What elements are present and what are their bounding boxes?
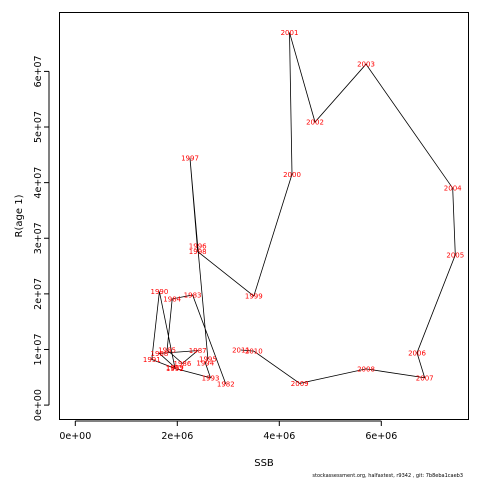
point-label-2006: 2006 <box>408 349 426 357</box>
point-label-1990: 1990 <box>150 288 168 296</box>
point-label-1996: 1996 <box>189 243 207 251</box>
y-axis: 0e+00 1e+07 2e+07 3e+07 4e+07 5e+07 6e+07 <box>33 55 50 421</box>
point-label-1987: 1987 <box>189 347 207 355</box>
y-axis-title: R(age 1) <box>14 194 25 237</box>
point-label-1995: 1995 <box>199 355 217 363</box>
point-label-2002: 2002 <box>306 119 324 127</box>
x-axis: 0e+00 2e+06 4e+06 6e+06 <box>59 420 397 442</box>
point-label-1993: 1993 <box>202 374 220 382</box>
point-label-2009: 2009 <box>291 380 309 388</box>
point-label-1983: 1983 <box>184 292 202 300</box>
y-tick-label: 0e+00 <box>33 389 44 421</box>
point-label-1997: 1997 <box>181 155 199 163</box>
point-label-2001: 2001 <box>281 29 299 37</box>
y-tick-label: 6e+07 <box>33 55 44 87</box>
point-label-1988: 1988 <box>150 350 168 358</box>
point-label-1989: 1989 <box>166 364 184 372</box>
point-label-1985: 1985 <box>158 347 176 355</box>
point-label-1992: 1992 <box>166 365 184 373</box>
point-label-1999: 1999 <box>245 293 263 301</box>
y-tick-label: 4e+07 <box>33 167 44 199</box>
point-label-1984: 1984 <box>163 295 181 303</box>
plot-frame <box>59 12 469 420</box>
point-label-1982: 1982 <box>217 381 235 389</box>
footer-credit: stockassessment.org, halfaxtest, r9342 ,… <box>312 473 463 479</box>
point-label-2005: 2005 <box>446 251 464 259</box>
point-label-2008: 2008 <box>357 365 375 373</box>
point-label-1986: 1986 <box>173 360 191 368</box>
x-tick-label: 6e+06 <box>365 431 397 442</box>
point-label-2004: 2004 <box>444 185 462 193</box>
y-tick-label: 5e+07 <box>33 111 44 143</box>
point-label-2000: 2000 <box>283 171 301 179</box>
y-tick-label: 3e+07 <box>33 222 44 254</box>
point-label-2010: 2010 <box>245 348 263 356</box>
point-label-1991: 1991 <box>143 356 161 364</box>
point-label-2011: 2011 <box>232 347 250 355</box>
point-label-1998: 1998 <box>189 248 207 256</box>
series-line <box>151 32 456 385</box>
x-tick-label: 0e+00 <box>59 431 91 442</box>
x-axis-title: SSB <box>254 458 274 469</box>
point-label-2003: 2003 <box>357 61 375 69</box>
point-label-1994: 1994 <box>196 359 214 367</box>
point-label-2007: 2007 <box>416 374 434 382</box>
y-tick-label: 1e+07 <box>33 334 44 366</box>
x-tick-label: 4e+06 <box>263 431 295 442</box>
x-tick-label: 2e+06 <box>161 431 193 442</box>
y-tick-label: 2e+07 <box>33 278 44 310</box>
